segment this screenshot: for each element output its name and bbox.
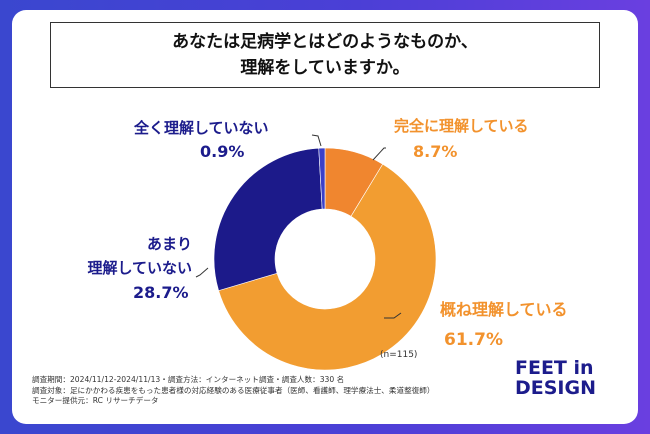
label-notmuch-line1: あまり bbox=[146, 235, 192, 253]
logo-line-1: FEET in bbox=[515, 357, 594, 379]
label-notatall-value: 0.9% bbox=[200, 142, 245, 161]
label-mostly-name: 概ね理解している bbox=[440, 300, 568, 319]
label-complete-name: 完全に理解している bbox=[394, 117, 529, 135]
footer-line-target: 調査対象：足にかかわる疾患をもった患者様の対応経験のある医療従事者（医師、看護師… bbox=[32, 385, 435, 395]
label-notmuch-value: 28.7% bbox=[133, 283, 189, 302]
title-box: あなたは足病学とはどのようなものか、 理解をしていますか。 bbox=[50, 22, 600, 88]
sample-size-note: (n=115) bbox=[380, 350, 418, 360]
leader-line-complete bbox=[372, 147, 386, 161]
footer-line-period: 調査期間：2024/11/12-2024/11/13・調査方法：インターネット調… bbox=[32, 375, 345, 384]
title-line-1: あなたは足病学とはどのようなものか、 bbox=[172, 32, 478, 52]
brand-logo: FEET in DESIGN bbox=[515, 358, 596, 398]
title-line-2: 理解をしていますか。 bbox=[240, 58, 410, 78]
logo-line-2: DESIGN bbox=[515, 377, 597, 399]
slice-notmuch bbox=[213, 147, 323, 292]
leader-line-notmuch bbox=[195, 267, 209, 278]
label-notatall: 全く理解していない bbox=[134, 118, 269, 138]
leader-line-notatall bbox=[311, 134, 322, 147]
leader-line-mostly bbox=[384, 312, 402, 319]
label-notatall-name: 全く理解していない bbox=[134, 119, 269, 137]
slice-notatall bbox=[318, 147, 326, 210]
footer-line-provider: モニター提供元：RC リサーチデータ bbox=[32, 396, 159, 405]
slice-mostly bbox=[218, 163, 437, 371]
leader-lines bbox=[195, 134, 402, 319]
donut-slices bbox=[213, 147, 437, 371]
label-notmuch: あまり 理解していない bbox=[56, 232, 192, 280]
label-notmuch-line2: 理解していない bbox=[87, 259, 192, 277]
survey-footer: 調査期間：2024/11/12-2024/11/13・調査方法：インターネット調… bbox=[32, 375, 434, 407]
label-complete-value: 8.7% bbox=[413, 142, 458, 161]
label-mostly-value: 61.7% bbox=[444, 330, 503, 350]
